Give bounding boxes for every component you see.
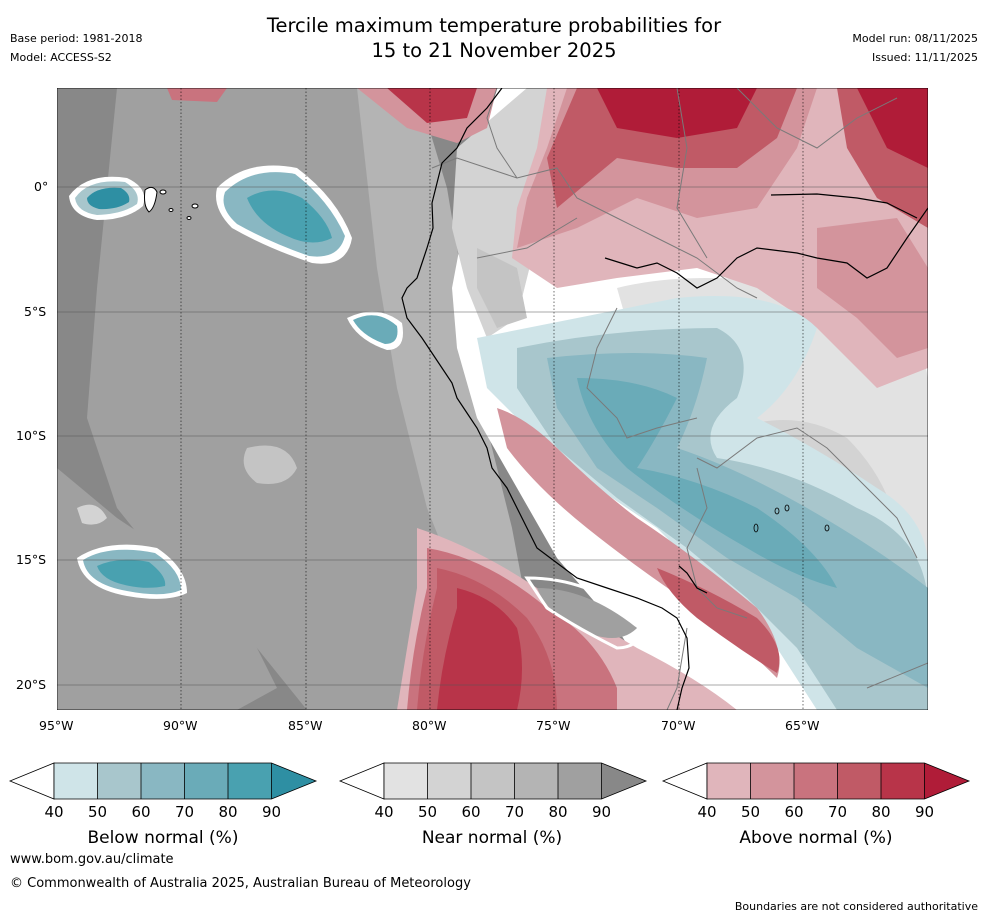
colorbar-segment-1-4: [558, 763, 602, 799]
lon-label-75w: 75°W: [536, 718, 571, 733]
colorbar-segment-0-2: [141, 763, 185, 799]
cb-near-tick-50: 50: [418, 803, 437, 821]
colorbar-segment-1-2: [471, 763, 515, 799]
cb-below-label: Below normal (%): [88, 828, 239, 848]
cb-below-tick-60: 60: [131, 803, 150, 821]
colorbar-segment-1-1: [427, 763, 471, 799]
colorbar-segment-0-1: [97, 763, 141, 799]
colorbar-segment-0-0: [54, 763, 98, 799]
cb-below-tick-50: 50: [88, 803, 107, 821]
disclaimer: Boundaries are not considered authoritat…: [734, 900, 978, 913]
cb-near-tick-40: 40: [374, 803, 393, 821]
website-link[interactable]: www.bom.gov.au/climate: [10, 852, 174, 867]
colorbar-segment-2-2: [794, 763, 838, 799]
galapagos-islands: [144, 186, 199, 220]
copyright: © Commonwealth of Australia 2025, Austra…: [10, 876, 471, 891]
lon-label-70w: 70°W: [661, 718, 696, 733]
colorbar-segment-0-5: [271, 763, 316, 799]
lat-label-10s: 10°S: [16, 428, 47, 443]
lon-label-95w: 95°W: [39, 718, 74, 733]
lon-label-90w: 90°W: [163, 718, 198, 733]
colorbar-above-normal: [661, 762, 971, 800]
lon-label-65w: 65°W: [785, 718, 820, 733]
cb-below-tick-70: 70: [175, 803, 194, 821]
colorbar-segment-2-0: [707, 763, 751, 799]
colorbar-segment-0-3: [184, 763, 228, 799]
cb-below-tick-90: 90: [262, 803, 281, 821]
lat-label-20s: 20°S: [16, 677, 47, 692]
cb-near-tick-70: 70: [505, 803, 524, 821]
colorbar-segment-0-4: [228, 763, 272, 799]
cb-near-tick-80: 80: [548, 803, 567, 821]
country-borders: [431, 88, 928, 710]
page-title: Tercile maximum temperature probabilitie…: [0, 13, 988, 63]
cb-below-tick-80: 80: [218, 803, 237, 821]
colorbar-legend: 40 50 60 70 80 90 40 50 60 70 80 90 40 5…: [8, 762, 971, 848]
colorbar-segment-2-1: [750, 763, 794, 799]
colorbar-segment-2-4: [881, 763, 925, 799]
title-line-1: Tercile maximum temperature probabilitie…: [266, 14, 722, 37]
lon-label-80w: 80°W: [412, 718, 447, 733]
colorbar-segment-1-3: [514, 763, 558, 799]
probability-map: [57, 88, 928, 710]
cb-above-tick-90: 90: [915, 803, 934, 821]
cb-near-tick-60: 60: [461, 803, 480, 821]
lat-label-0: 0°: [34, 179, 49, 194]
lon-label-85w: 85°W: [288, 718, 323, 733]
cb-above-tick-50: 50: [741, 803, 760, 821]
coastline: [401, 88, 928, 710]
colorbar-below-normal: [8, 762, 318, 800]
lat-label-15s: 15°S: [16, 552, 47, 567]
colorbar-segment-1-0: [384, 763, 428, 799]
lat-label-5s: 5°S: [24, 304, 47, 319]
cb-near-label: Near normal (%): [422, 828, 562, 848]
base-period: Base period: 1981-2018: [10, 32, 143, 45]
title-line-2: 15 to 21 November 2025: [371, 39, 617, 62]
grid-lines: [180, 88, 804, 710]
cb-above-tick-60: 60: [784, 803, 803, 821]
colorbar-near-normal: [338, 762, 648, 800]
colorbar-segment-2-3: [837, 763, 881, 799]
colorbar-segment-1-5: [601, 763, 646, 799]
model-name: Model: ACCESS-S2: [10, 51, 112, 64]
cb-above-tick-40: 40: [697, 803, 716, 821]
cb-below-tick-40: 40: [44, 803, 63, 821]
model-run: Model run: 08/11/2025: [852, 32, 978, 45]
cb-above-label: Above normal (%): [739, 828, 892, 848]
cb-above-tick-80: 80: [871, 803, 890, 821]
cb-near-tick-90: 90: [592, 803, 611, 821]
colorbar-segment-2-5: [924, 763, 969, 799]
cb-above-tick-70: 70: [828, 803, 847, 821]
issued-date: Issued: 11/11/2025: [871, 51, 978, 64]
